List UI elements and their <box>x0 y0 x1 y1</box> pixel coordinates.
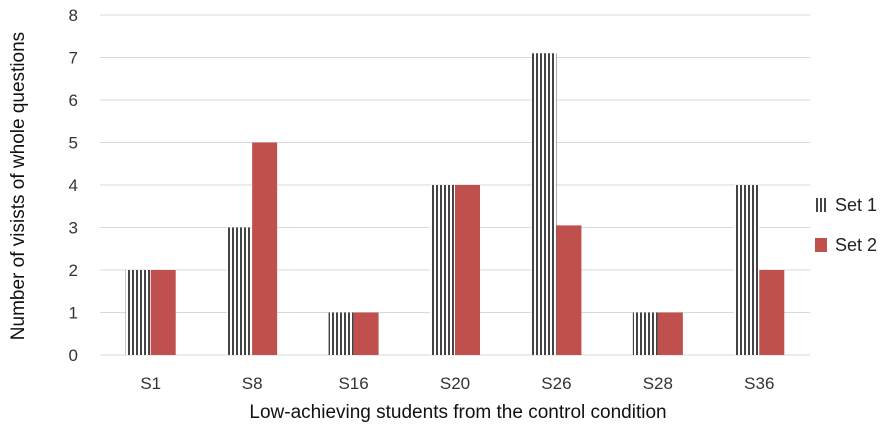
y-tick-label: 4 <box>69 176 78 195</box>
legend: Set 1 Set 2 <box>815 195 877 255</box>
bars <box>125 53 785 355</box>
x-tick-label: S20 <box>440 374 470 393</box>
y-axis-label: Number of visists of whole questions <box>8 32 29 340</box>
y-tick-label: 0 <box>69 346 78 365</box>
x-axis-label: Low-achieving students from the control … <box>249 402 666 423</box>
bar-set-1-s26 <box>531 53 557 355</box>
legend-swatch <box>815 238 827 252</box>
bar-set-1-s16 <box>328 312 354 355</box>
y-tick-label: 7 <box>69 49 78 68</box>
y-tick-label: 1 <box>69 304 78 323</box>
x-tick-label: S36 <box>744 374 774 393</box>
legend-label: Set 2 <box>835 235 877 255</box>
y-tick-label: 5 <box>69 134 78 153</box>
bar-set-2-s1 <box>150 270 176 355</box>
x-tick-label: S8 <box>242 374 263 393</box>
x-tick-label: S16 <box>338 374 368 393</box>
legend-swatch <box>815 198 827 212</box>
bar-set-2-s16 <box>353 312 379 355</box>
bar-set-2-s8 <box>252 142 278 355</box>
y-tick-label: 6 <box>69 91 78 110</box>
bar-set-2-s20 <box>455 185 480 355</box>
bar-set-1-s8 <box>227 227 253 355</box>
x-tick-label: S28 <box>643 374 673 393</box>
y-tick-label: 2 <box>69 261 78 280</box>
y-axis-ticks: 0 1 2 3 4 5 6 7 8 <box>69 6 78 365</box>
bar-set-1-s28 <box>632 312 658 355</box>
x-tick-label: S1 <box>140 374 161 393</box>
y-tick-label: 3 <box>69 219 78 238</box>
bar-set-2-s36 <box>759 270 785 355</box>
bar-set-1-s1 <box>125 270 151 355</box>
legend-label: Set 1 <box>835 195 877 215</box>
x-axis-ticks: S1 S8 S16 S20 S26 S28 S36 <box>140 374 774 393</box>
y-tick-label: 8 <box>69 6 78 25</box>
bar-set-2-s28 <box>657 312 683 355</box>
bar-set-1-s36 <box>734 185 760 355</box>
bar-set-1-s20 <box>430 185 455 355</box>
bar-set-2-s26 <box>556 225 582 355</box>
x-tick-label: S26 <box>541 374 571 393</box>
